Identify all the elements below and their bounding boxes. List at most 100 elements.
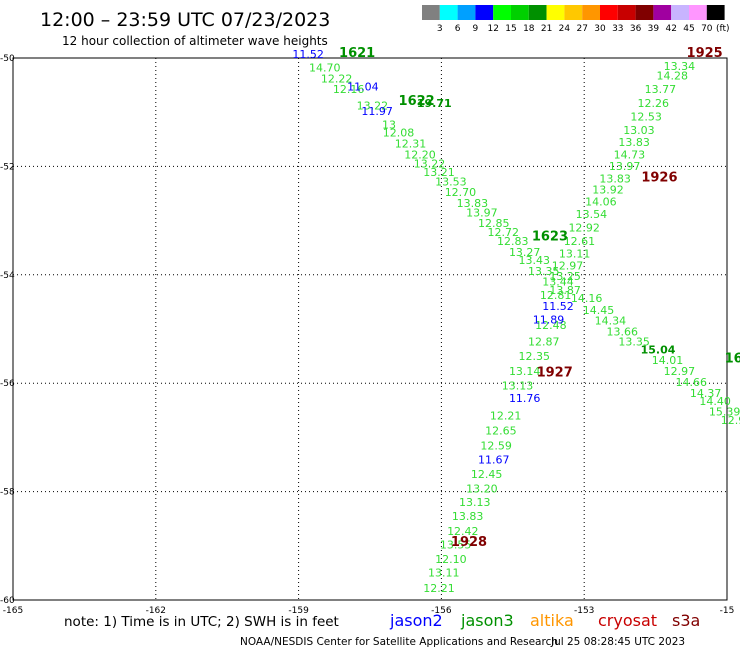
- colorbar-label: 6: [455, 24, 461, 34]
- pass-number-label: 1927: [537, 366, 573, 381]
- swh-value-label: 13.13: [502, 380, 534, 393]
- chart-title: 12:00 – 23:59 UTC 07/23/2023: [40, 9, 330, 31]
- legend-entry-altika: altika: [530, 611, 574, 630]
- swh-value-label: 13.83: [452, 510, 484, 523]
- swh-value-label: 13.44: [542, 276, 574, 289]
- swh-value-label: 13.11: [428, 567, 460, 580]
- y-tick-label: -56: [0, 379, 15, 389]
- swh-value-label: 13.55: [440, 539, 472, 552]
- pass-labels: 1621 1622 1623 162 1925 1926 1927 1928: [339, 46, 740, 550]
- swh-value-label: 13.87: [549, 284, 581, 297]
- colorbar-label: 27: [576, 24, 587, 34]
- swh-value-label: 12.45: [471, 468, 503, 481]
- colorbar-label: 24: [559, 24, 571, 34]
- swh-value-label: 13.22: [357, 99, 389, 112]
- x-tick-label: -153: [574, 606, 594, 616]
- colorbar-label: 18: [523, 24, 535, 34]
- swh-value-label: 14.16: [571, 292, 603, 305]
- x-tick-label: -15: [720, 606, 735, 616]
- swh-value-label: 13.13: [459, 496, 491, 509]
- swh-value-label: 12.87: [528, 335, 560, 348]
- swh-value-label: 13.14: [509, 365, 541, 378]
- swh-value-label: 13.53: [435, 175, 467, 188]
- chart-subtitle: 12 hour collection of altimeter wave hei…: [62, 34, 328, 48]
- swh-value-label: 15.39: [709, 406, 740, 419]
- footer-note: note: 1) Time is in UTC; 2) SWH is in fe…: [64, 614, 339, 630]
- y-tick-label: -60: [0, 596, 15, 606]
- swh-value-label: 14.66: [676, 376, 708, 389]
- swh-value-label: 13.25: [549, 270, 581, 283]
- colorbar-swatch: [475, 5, 494, 20]
- colorbar-label: 36: [630, 24, 642, 34]
- colorbar-swatch: [582, 5, 600, 20]
- swh-value-label: 13.92: [592, 184, 624, 197]
- swh-value-label: 12.85: [478, 217, 510, 230]
- colorbar-swatch: [706, 5, 725, 20]
- plot-area: -165 -162 -159 -156 -153 -15 -60 -58 -56 -54 -52 -5…: [0, 46, 740, 616]
- swh-value-label: 12.61: [564, 235, 596, 248]
- swh-value-label: 12.83: [497, 235, 529, 248]
- swh-value-label: 13.97: [609, 160, 641, 173]
- swh-value-label: 13.97: [466, 206, 498, 219]
- swh-value-label: 13.83: [599, 173, 631, 186]
- swh-value-label: 11.97: [361, 105, 393, 118]
- swh-value-label: 12.16: [333, 83, 365, 96]
- grid-lines: [13, 58, 727, 600]
- legend-entry-cryosat: cryosat: [598, 611, 657, 630]
- y-tick-label: -58: [0, 488, 15, 498]
- colorbar-label: 39: [648, 24, 660, 34]
- swh-value-label: 11.04: [347, 81, 379, 94]
- pass-number-label: 162: [725, 352, 740, 367]
- swh-value-label: 13.43: [518, 254, 550, 267]
- colorbar-swatch: [457, 5, 476, 20]
- swh-value-label: 13.83: [457, 197, 489, 210]
- swh-value-label: 12.35: [518, 350, 550, 363]
- swh-value-label: 13.54: [576, 208, 608, 221]
- swh-value-label: 15.04: [641, 343, 676, 356]
- colorbar-swatch: [600, 5, 618, 20]
- colorbar-label: 21: [541, 24, 552, 34]
- swh-value-label: 14.06: [585, 195, 617, 208]
- swh-value-label: 13.77: [645, 83, 677, 96]
- swh-value-label: 11.52: [542, 300, 574, 313]
- swh-value-label: 12.81: [540, 289, 572, 302]
- plot-frame: [12, 57, 728, 601]
- pass-number-label: 1621: [339, 46, 375, 61]
- colorbar-label: 33: [612, 24, 623, 34]
- data-points: 14.7012.2212.1613.221312.0812.3112.2013.…: [292, 48, 740, 595]
- swh-value-label: 12.20: [404, 148, 436, 161]
- pass-number-label: 1623: [532, 230, 568, 245]
- colorbar-swatch: [689, 5, 707, 20]
- colorbar-label: 45: [683, 24, 694, 34]
- swh-value-label: 14.01: [652, 354, 684, 367]
- swh-value-label: 11.67: [478, 453, 510, 466]
- swh-value-label: 12.65: [485, 425, 517, 438]
- swh-value-label: 12.21: [490, 410, 522, 423]
- pass-number-label: 1926: [641, 171, 677, 186]
- swh-value-label: 12.99: [721, 414, 740, 427]
- colorbar-label: 9: [473, 24, 479, 34]
- swh-value-label: 12.22: [321, 72, 353, 85]
- colorbar-swatch: [564, 5, 583, 20]
- swh-value-label: 19.71: [417, 97, 452, 110]
- y-tick-label: -50: [0, 54, 15, 64]
- y-tick-label: -52: [0, 162, 15, 172]
- swh-value-label: 12.97: [664, 365, 696, 378]
- x-tick-label: -156: [431, 606, 452, 616]
- footer-credit: NOAA/NESDIS Center for Satellite Applica…: [240, 636, 558, 648]
- swh-value-label: 13.83: [618, 136, 650, 149]
- swh-value-label: 13.21: [423, 166, 455, 179]
- colorbar-swatch: [511, 5, 529, 20]
- swh-value-label: 12.21: [423, 582, 455, 595]
- swh-value-label: 13.11: [559, 247, 591, 260]
- colorbar-label: 30: [594, 24, 606, 34]
- colorbar-swatch: [617, 5, 636, 20]
- swh-value-label: 13.34: [664, 60, 696, 73]
- swh-value-label: 12.42: [447, 525, 479, 538]
- swh-value-label: 13.03: [623, 124, 655, 137]
- footer-timestamp: Jul 25 08:28:45 UTC 2023: [550, 636, 685, 648]
- swh-value-label: 13.22: [414, 157, 446, 170]
- colorbar-swatch: [546, 5, 565, 20]
- colorbar-label: 70: [701, 24, 713, 34]
